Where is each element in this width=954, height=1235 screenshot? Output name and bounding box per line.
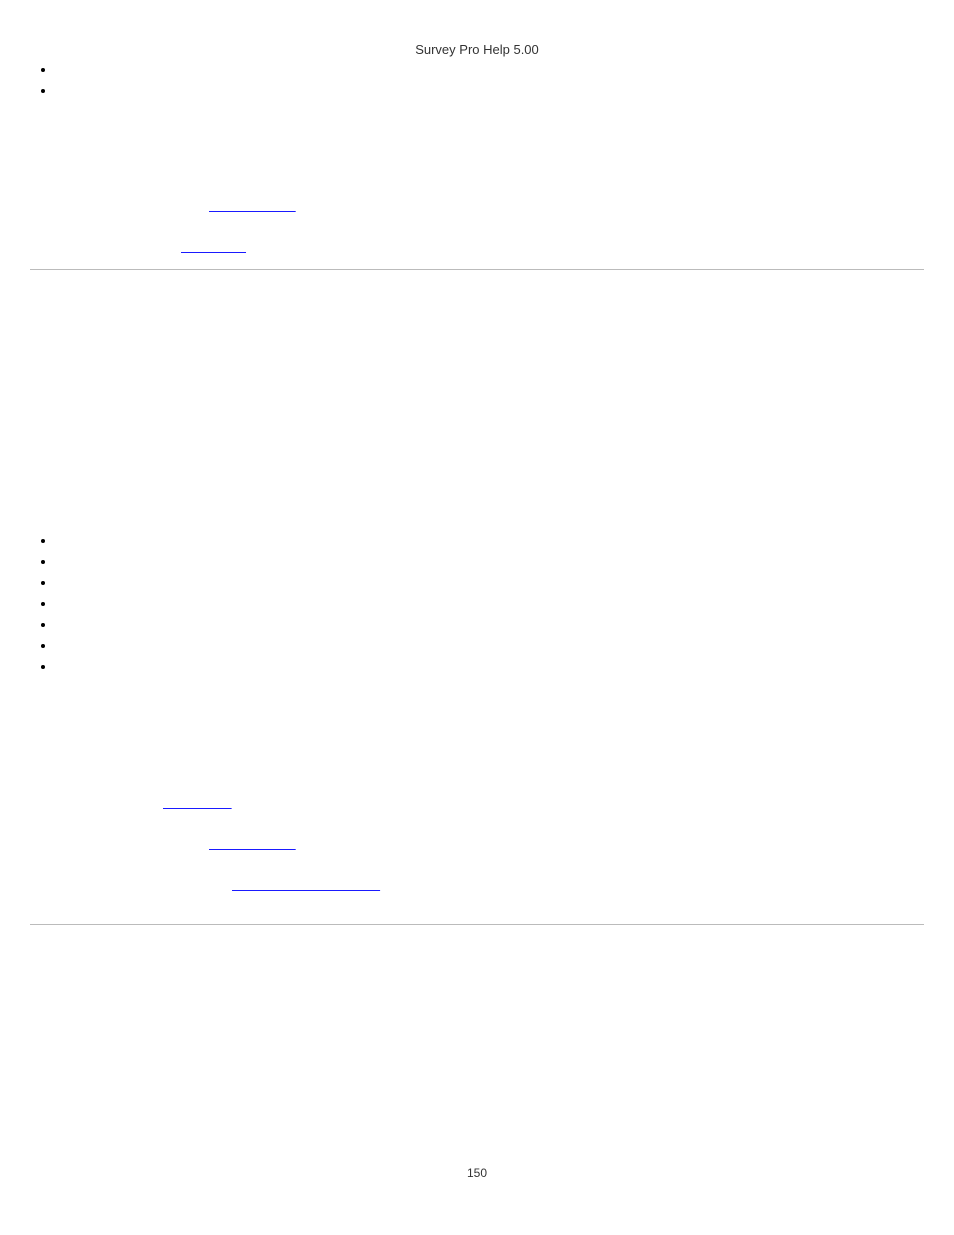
hyperlink[interactable] bbox=[232, 877, 432, 892]
divider bbox=[30, 269, 924, 270]
hyperlink[interactable] bbox=[163, 795, 258, 810]
hyperlink[interactable] bbox=[209, 198, 329, 213]
link-row bbox=[30, 795, 258, 810]
link-row bbox=[30, 198, 329, 213]
hyperlink[interactable] bbox=[209, 836, 329, 851]
link-row bbox=[30, 877, 432, 892]
hyperlink[interactable] bbox=[181, 239, 273, 254]
link-row bbox=[30, 836, 329, 851]
page-number: 150 bbox=[0, 1166, 954, 1180]
page-header-title: Survey Pro Help 5.00 bbox=[0, 42, 954, 57]
divider bbox=[30, 924, 924, 925]
link-row bbox=[30, 239, 273, 254]
